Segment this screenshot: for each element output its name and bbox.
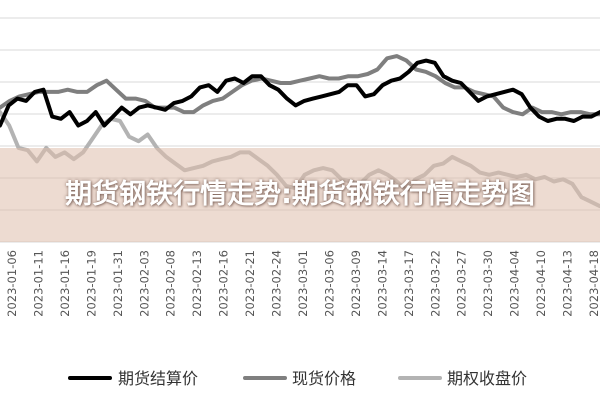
x-tick-label: 2023-02-16 — [217, 250, 231, 317]
x-tick-label: 2023-03-22 — [428, 250, 442, 317]
x-tick-label: 2023-03-27 — [455, 250, 469, 317]
x-tick-label: 2023-02-24 — [270, 250, 284, 317]
x-tick-label: 2023-04-13 — [561, 250, 575, 317]
series-line-1 — [0, 54, 600, 117]
x-tick-label: 2023-03-06 — [322, 250, 336, 317]
x-tick-label: 2023-04-10 — [534, 250, 548, 317]
legend-label: 期货结算价 — [118, 369, 198, 388]
x-tick-label: 2023-02-13 — [190, 250, 204, 317]
x-tick-label: 2023-03-01 — [296, 250, 310, 317]
x-tick-label: 2023-03-09 — [349, 250, 363, 317]
title-banner: 期货钢铁行情走势:期货钢铁行情走势图 — [0, 148, 600, 242]
x-tick-label: 2023-04-18 — [587, 250, 600, 317]
x-tick-label: 2023-01-19 — [84, 250, 98, 317]
x-tick-label: 2023-01-11 — [31, 250, 45, 317]
legend-label: 期权收盘价 — [447, 369, 527, 388]
x-tick-label: 2023-01-31 — [111, 250, 125, 317]
x-tick-label: 2023-02-21 — [243, 250, 257, 317]
chart-title: 期货钢铁行情走势:期货钢铁行情走势图 — [65, 179, 535, 210]
x-tick-label: 2023-02-03 — [137, 250, 151, 317]
legend-label: 现货价格 — [292, 369, 356, 388]
x-tick-label: 2023-04-04 — [508, 250, 522, 317]
x-tick-label: 2023-01-16 — [58, 250, 72, 317]
series-line-0 — [0, 58, 600, 128]
x-tick-label: 2023-03-30 — [481, 250, 495, 317]
x-tick-label: 2023-03-14 — [375, 250, 389, 317]
x-tick-label: 2023-01-06 — [5, 250, 19, 317]
x-tick-label: 2023-02-08 — [164, 250, 178, 317]
x-tick-label: 2023-03-17 — [402, 250, 416, 317]
